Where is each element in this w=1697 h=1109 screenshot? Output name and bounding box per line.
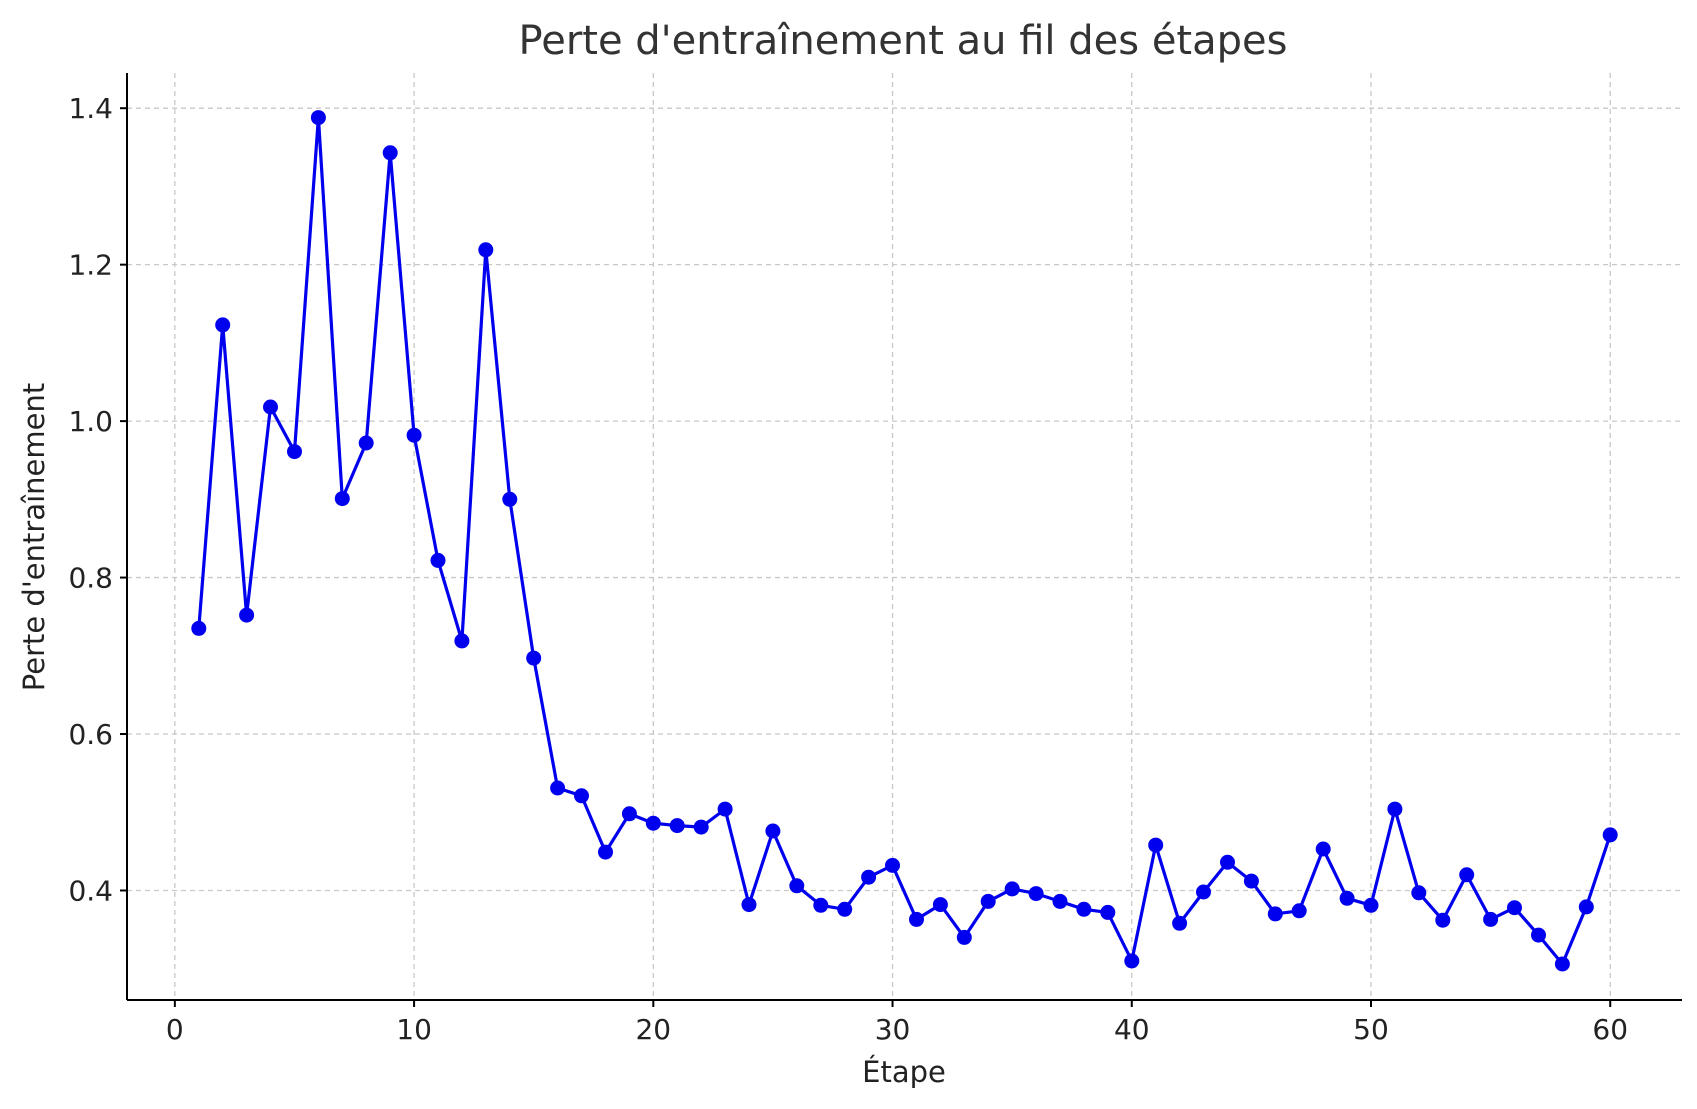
y-tick-label: 1.0 <box>68 405 113 438</box>
loss-point <box>598 844 613 860</box>
loss-point <box>1483 911 1499 927</box>
loss-point <box>1339 890 1355 906</box>
loss-point <box>1076 901 1092 917</box>
loss-point <box>669 818 685 834</box>
loss-point <box>334 491 350 507</box>
loss-point <box>1196 884 1211 900</box>
loss-point <box>1100 904 1116 920</box>
x-tick-label: 60 <box>1592 1013 1628 1046</box>
loss-point <box>741 897 757 913</box>
loss-point <box>358 435 374 451</box>
x-tick-label: 30 <box>875 1013 911 1046</box>
y-tick-label: 0.4 <box>68 874 113 907</box>
loss-point <box>885 857 900 873</box>
loss-point <box>909 911 924 927</box>
loss-point <box>717 801 733 817</box>
loss-point <box>191 620 207 636</box>
chart-title: Perte d'entraînement au fil des étapes <box>519 18 1288 64</box>
loss-point <box>1411 885 1427 901</box>
loss-point <box>454 633 470 649</box>
y-tick-label: 1.4 <box>68 92 113 125</box>
loss-point <box>1459 867 1475 883</box>
loss-point <box>1124 953 1140 969</box>
loss-point <box>1243 873 1259 889</box>
axes-spines <box>126 73 1682 1001</box>
loss-point <box>837 901 853 917</box>
y-tick-label: 1.2 <box>68 249 113 282</box>
loss-point <box>1004 881 1020 897</box>
loss-point <box>1291 903 1307 919</box>
loss-point <box>310 110 326 126</box>
loss-point <box>789 878 805 894</box>
loss-point <box>980 893 996 909</box>
loss-point <box>215 317 231 333</box>
loss-point <box>932 897 948 913</box>
loss-point <box>621 806 637 822</box>
loss-point <box>813 897 829 913</box>
loss-point <box>1531 927 1546 943</box>
ticks: 0 10 20 30 40 50 60 0.4 0.6 0.8 1.0 1.2 1.4 <box>68 92 1628 1046</box>
x-tick-label: 50 <box>1353 1013 1389 1046</box>
loss-point <box>1435 912 1451 928</box>
loss-point <box>1028 886 1044 902</box>
y-tick-label: 0.6 <box>68 718 113 751</box>
x-tick-label: 40 <box>1114 1013 1150 1046</box>
x-tick-label: 20 <box>635 1013 671 1046</box>
loss-point <box>478 242 494 258</box>
loss-point <box>1052 893 1068 909</box>
loss-point <box>526 650 542 666</box>
x-tick-label: 0 <box>166 1013 184 1046</box>
loss-point <box>550 780 566 796</box>
loss-point <box>1267 906 1283 922</box>
loss-point <box>406 427 422 443</box>
loss-point <box>502 491 518 507</box>
loss-point <box>263 399 278 415</box>
x-axis-label: Étape <box>862 1055 946 1089</box>
x-tick-label: 10 <box>396 1013 432 1046</box>
loss-point <box>1172 915 1188 931</box>
loss-point <box>430 552 446 568</box>
loss-point <box>1578 899 1594 915</box>
grid <box>127 73 1682 1000</box>
loss-point <box>1315 841 1331 857</box>
loss-line <box>197 115 1612 966</box>
loss-point <box>1387 801 1403 817</box>
loss-point <box>574 788 589 804</box>
loss-point <box>1363 897 1379 913</box>
loss-series <box>191 110 1618 972</box>
loss-point <box>956 929 972 945</box>
loss-point <box>645 815 661 831</box>
loss-point <box>382 145 398 161</box>
loss-point <box>765 823 781 839</box>
loss-point <box>1507 900 1522 916</box>
loss-point <box>1220 854 1235 870</box>
loss-point <box>1554 956 1570 972</box>
y-axis-label: Perte d'entraînement <box>17 383 51 691</box>
loss-point <box>1602 827 1618 843</box>
loss-point <box>1148 837 1164 853</box>
loss-point <box>861 869 877 885</box>
loss-point <box>693 819 709 835</box>
loss-point <box>287 444 302 460</box>
y-tick-label: 0.8 <box>68 562 113 595</box>
loss-point <box>239 607 255 623</box>
